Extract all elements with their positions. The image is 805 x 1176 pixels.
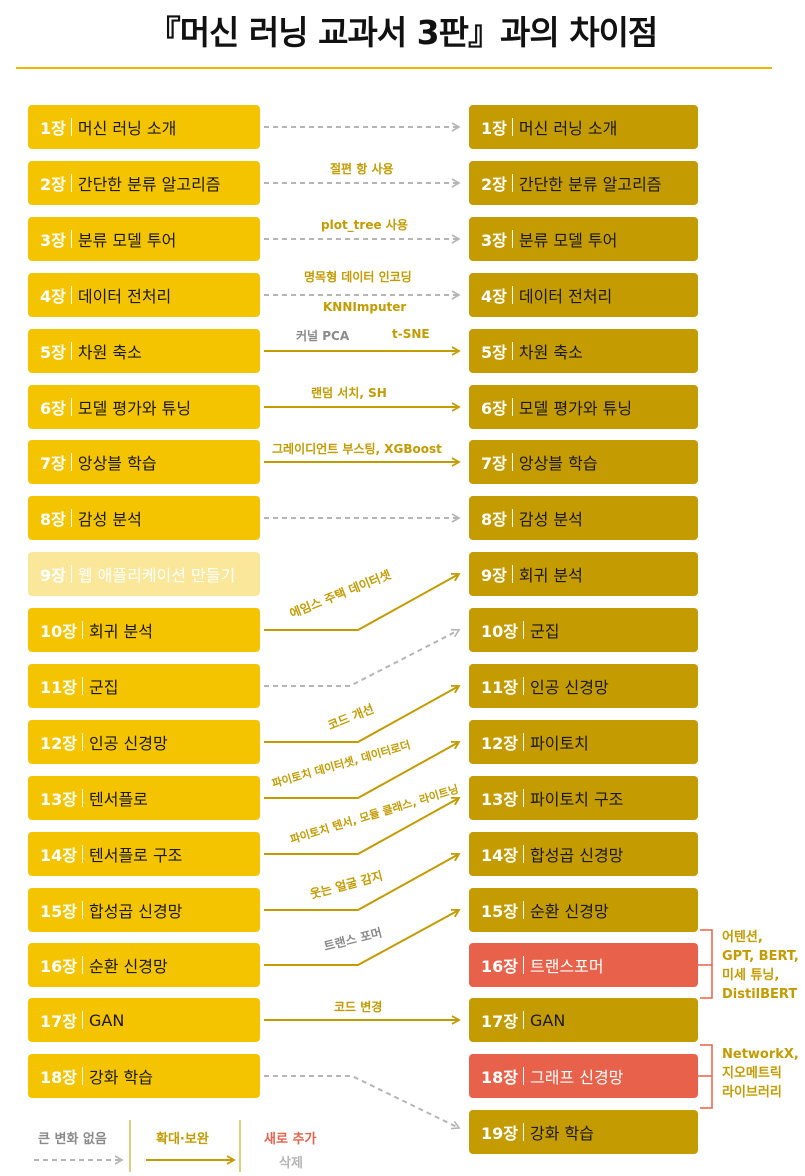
nochange-arrows [264,122,461,1130]
right-chapter-8: 8장 감성 분석 [469,496,698,540]
left-chapter-9-deleted: 9장 웹 애플리케이션 만들기 [28,552,260,596]
right-chapter-13: 13장 파이토치 구조 [469,776,698,820]
label-ch6: 랜덤 서치, SH [311,386,387,400]
expand-arrows [264,346,461,1025]
left-chapter-2: 2장 간단한 분류 알고리즘 [28,161,260,205]
left-chapter-15: 15장 합성곱 신경망 [28,888,260,932]
left-chapter-12: 12장 인공 신경망 [28,720,260,764]
arrow-14-13 [264,796,461,855]
legend-new: 새로 추가 [264,1132,317,1147]
left-chapter-14: 14장 텐서플로 구조 [28,832,260,876]
left-chapter-18: 18장 강화 학습 [28,1054,260,1098]
right-chapter-11: 11장 인공 신경망 [469,664,698,708]
right-chapter-15: 15장 순환 신경망 [469,888,698,932]
right-chapter-12: 12장 파이토치 [469,720,698,764]
legend-expand: 확대·보완 [156,1132,209,1147]
right-chapter-18-new: 18장 그래프 신경망 [469,1054,698,1098]
arrow-10-9 [264,572,461,631]
left-chapter-13: 13장 텐서플로 [28,776,260,820]
left-chapter-8: 8장 감성 분석 [28,496,260,540]
side-brackets [698,929,713,1109]
right-chapter-2: 2장 간단한 분류 알고리즘 [469,161,698,205]
arrow-16-15 [264,908,461,966]
label-ch5-kpca: 커널 PCA [296,329,350,343]
left-chapter-5: 5장 차원 축소 [28,329,260,373]
left-chapter-6: 6장 모델 평가와 튜닝 [28,385,260,429]
left-chapter-17: 17장 GAN [28,998,260,1042]
left-chapter-1: 1장 머신 러닝 소개 [28,105,260,149]
right-chapter-5: 5장 차원 축소 [469,329,698,373]
label-ch4-knn: KNNImputer [323,300,407,314]
right-chapter-1: 1장 머신 러닝 소개 [469,105,698,149]
legend-nochange: 큰 변화 없음 [38,1132,107,1147]
label-ch7: 그레이디언트 부스팅, XGBoost [272,442,442,456]
left-chapter-7: 7장 앙상블 학습 [28,440,260,484]
note-graph: NetworkX, 지오메트릭 라이브러리 [722,1047,799,1100]
left-chapter-3: 3장 분류 모델 투어 [28,217,260,261]
page-title: 『머신 러닝 교과서 3판』과의 차이점 [147,13,659,52]
bracket-transformer [700,929,713,999]
left-chapter-16: 16장 순환 신경망 [28,943,260,987]
right-chapter-16-new: 16장 트랜스포머 [469,943,698,987]
legend-deleted: 삭제 [279,1156,303,1171]
right-chapter-9: 9장 회귀 분석 [469,552,698,596]
arrow-18-19 [264,1075,461,1130]
arrow-11-10 [264,628,461,687]
right-chapter-3: 3장 분류 모델 투어 [469,217,698,261]
label-ch17: 코드 변경 [334,1000,383,1014]
right-chapter-6: 6장 모델 평가와 튜닝 [469,385,698,429]
label-ch3: plot_tree 사용 [321,218,408,232]
left-chapter-10: 10장 회귀 분석 [28,608,260,652]
right-chapter-17: 17장 GAN [469,998,698,1042]
arrow-13-12 [264,740,461,799]
left-chapter-4: 4장 데이터 전처리 [28,273,260,317]
right-chapter-4: 4장 데이터 전처리 [469,273,698,317]
label-ch2: 절편 항 사용 [330,162,394,176]
title-divider [16,67,772,69]
left-chapter-11: 11장 군집 [28,664,260,708]
label-ch5-tsne: t-SNE [392,327,430,341]
right-chapter-19: 19장 강화 학습 [469,1110,698,1154]
note-transformer: 어텐션, GPT, BERT, 미세 튜닝, DistilBERT [722,930,799,1002]
label-ch4-encoding: 명목형 데이터 인코딩 [304,270,412,284]
right-chapter-14: 14장 합성곱 신경망 [469,832,698,876]
right-chapter-7: 7장 앙상블 학습 [469,440,698,484]
right-chapter-10: 10장 군집 [469,608,698,652]
legend-lines [34,1120,241,1172]
arrow-15-14 [264,852,461,911]
arrow-12-11 [264,684,461,743]
